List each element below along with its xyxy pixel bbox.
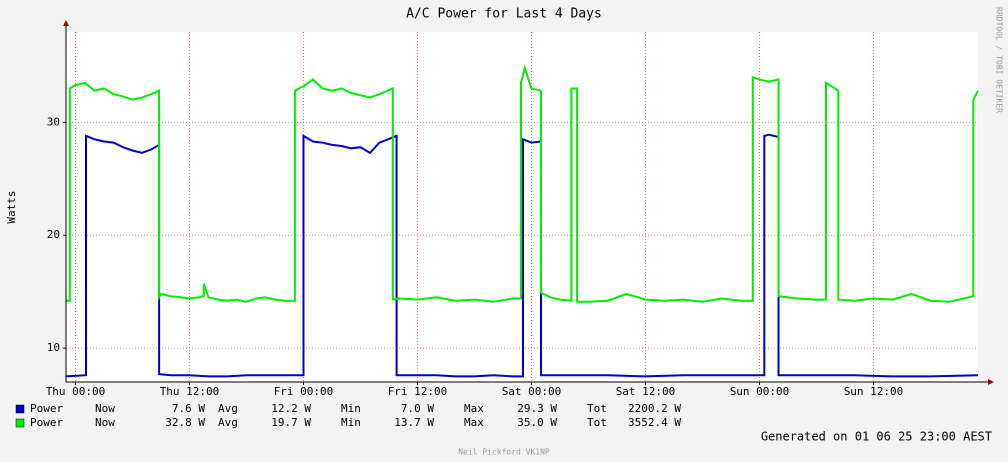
legend-name: Power xyxy=(30,402,63,415)
legend-stat-label: Now xyxy=(95,402,115,415)
axis-arrow xyxy=(988,379,994,385)
x-tick-label: Sat 00:00 xyxy=(502,385,562,398)
x-tick-label: Sun 00:00 xyxy=(730,385,790,398)
legend-stat-value: 12.2 W xyxy=(271,402,311,415)
legend-stat-value: 13.7 W xyxy=(394,416,434,429)
y-axis-label: Watts xyxy=(5,190,18,223)
legend-stat-label: Avg xyxy=(218,402,238,415)
legend-stat-label: Tot xyxy=(587,416,607,429)
x-tick-label: Thu 00:00 xyxy=(46,385,106,398)
generated-note: Generated on 01 06 25 23:00 AEST xyxy=(761,430,992,444)
x-tick-label: Thu 12:00 xyxy=(160,385,220,398)
chart-title: A/C Power for Last 4 Days xyxy=(406,7,602,22)
legend-stat-value: 35.0 W xyxy=(517,416,557,429)
y-tick-label: 30 xyxy=(47,115,60,128)
y-tick-label: 20 xyxy=(47,228,60,241)
series-line xyxy=(65,133,979,378)
x-tick-label: Sat 12:00 xyxy=(616,385,676,398)
legend-stat-value: 2200.2 W xyxy=(628,402,681,415)
legend-stat-label: Tot xyxy=(587,402,607,415)
legend-stat-label: Min xyxy=(341,416,361,429)
legend-stat-label: Avg xyxy=(218,416,238,429)
legend-stat-label: Min xyxy=(341,402,361,415)
legend-name: Power xyxy=(30,416,63,429)
legend-stat-value: 29.3 W xyxy=(517,402,557,415)
legend-stat-value: 7.6 W xyxy=(172,402,205,415)
x-tick-label: Fri 00:00 xyxy=(274,385,334,398)
legend-stat-value: 3552.4 W xyxy=(628,416,681,429)
y-tick-label: 10 xyxy=(47,341,60,354)
legend-stat-label: Max xyxy=(464,416,484,429)
legend-stat-label: Max xyxy=(464,402,484,415)
x-tick-label: Sun 12:00 xyxy=(844,385,904,398)
legend-swatch xyxy=(15,418,25,428)
credit: Neil Pickford VK1NP xyxy=(458,448,550,457)
side-label: RRDTOOL / TOBI OETIKER xyxy=(995,7,1004,113)
legend-stat-value: 32.8 W xyxy=(165,416,205,429)
legend-stat-value: 7.0 W xyxy=(401,402,434,415)
legend-swatch xyxy=(15,404,25,414)
x-tick-label: Fri 12:00 xyxy=(388,385,448,398)
series-line xyxy=(66,64,979,303)
axis-arrow xyxy=(63,20,69,26)
legend-stat-label: Now xyxy=(95,416,115,429)
legend-stat-value: 19.7 W xyxy=(271,416,311,429)
